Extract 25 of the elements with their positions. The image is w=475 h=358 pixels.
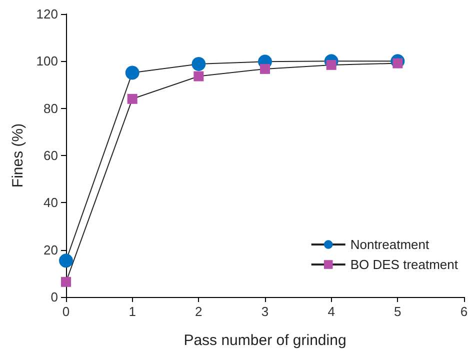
point (192, 57, 206, 71)
x-tick-label: 3 (261, 304, 269, 319)
x-tick-label: 1 (128, 304, 136, 319)
x-axis-title: Pass number of grinding (184, 332, 346, 349)
x-tick-label: 5 (394, 304, 402, 319)
y-tick-label: 120 (36, 6, 58, 22)
y-tick-label: 20 (44, 242, 58, 258)
y-tick-label: 80 (44, 100, 58, 116)
x-tick-label: 0 (62, 304, 70, 319)
point (194, 71, 204, 82)
legend-label: BO DES treatment (350, 257, 458, 272)
point (61, 276, 71, 287)
x-tick-label: 6 (460, 304, 468, 319)
x-tick-label: 2 (195, 304, 202, 319)
point (260, 64, 270, 74)
point (127, 94, 138, 104)
y-tick-label: 40 (44, 195, 58, 210)
legend-label: Nontreatment (350, 237, 430, 252)
y-tick-label: 100 (36, 54, 58, 69)
point (125, 66, 140, 80)
point (59, 254, 73, 268)
y-tick-label: 60 (44, 148, 58, 163)
x-tick-label: 4 (328, 304, 335, 319)
y-axis-title: Fines (%) (9, 123, 26, 188)
y-tick-label: 0 (50, 290, 58, 304)
